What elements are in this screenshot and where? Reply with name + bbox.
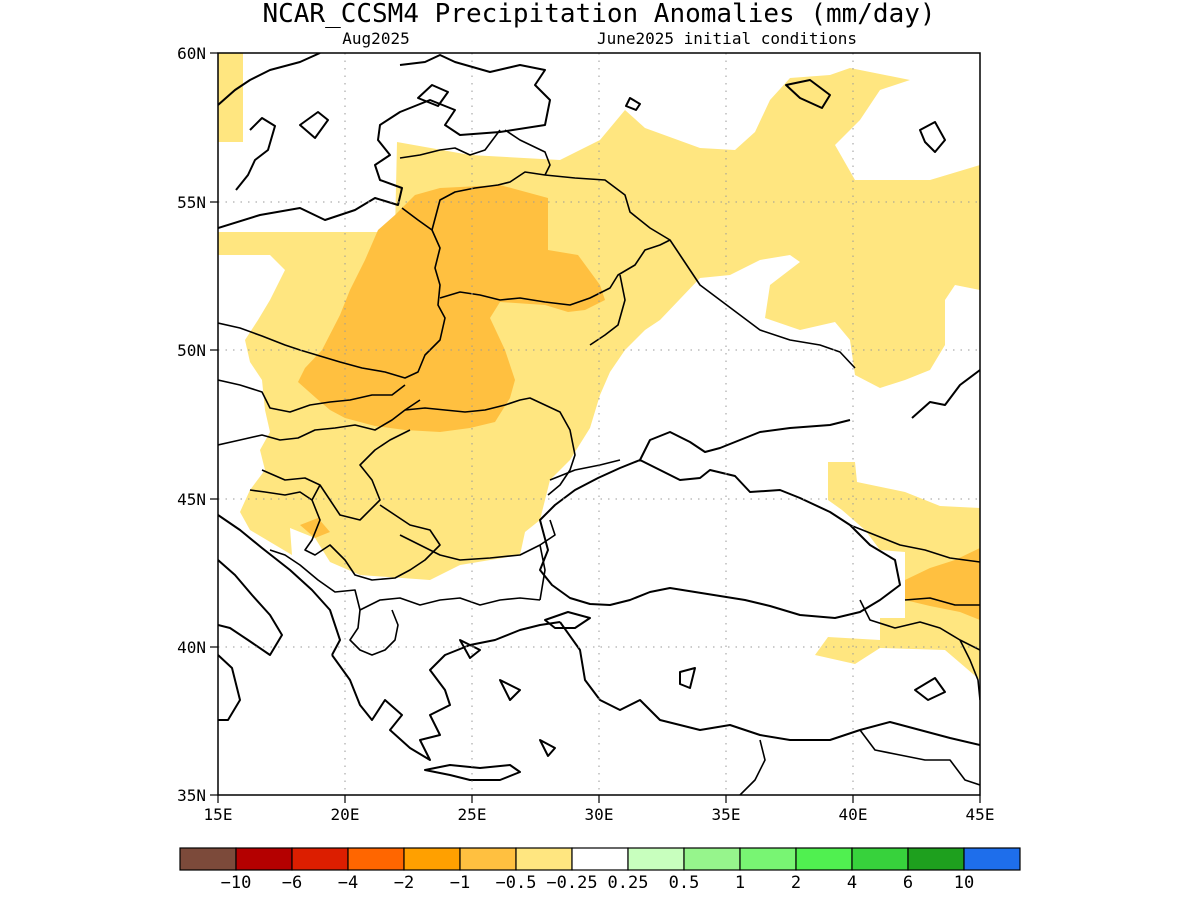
colorbar-swatch [683, 847, 741, 871]
colorbar: −10 −6 −4 −2 −1 −0.5 −0.25 0.25 0.5 1 2 4 6 10 [179, 847, 1021, 893]
colorbar-swatch [627, 847, 685, 871]
colorbar-swatch [459, 847, 517, 871]
x-tick-label: 35E [712, 805, 741, 824]
colorbar-label: −0.5 [496, 873, 537, 893]
x-tick-label: 20E [331, 805, 360, 824]
colorbar-label: 1 [735, 873, 745, 893]
map-plot-area [218, 53, 980, 795]
colorbar-swatch [739, 847, 797, 871]
colorbar-label: 2 [791, 873, 801, 893]
colorbar-swatch [403, 847, 461, 871]
colorbar-label: 0.25 [608, 873, 649, 893]
colorbar-label: −4 [338, 873, 358, 893]
country-borders [218, 129, 980, 795]
colorbar-label: 10 [954, 873, 974, 893]
colorbar-swatch [795, 847, 853, 871]
colorbar-label: −2 [394, 873, 414, 893]
anomaly-area-caucasus-black-sea-east [815, 462, 980, 680]
colorbar-swatch [347, 847, 405, 871]
colorbar-label: −1 [450, 873, 470, 893]
colorbar-swatch [571, 847, 629, 871]
target-month-label: Aug2025 [342, 29, 409, 48]
colorbar-swatch [515, 847, 573, 871]
colorbar-swatch [291, 847, 349, 871]
colorbar-label: 4 [847, 873, 857, 893]
y-tick-label: 35N [177, 786, 206, 805]
y-tick-label: 55N [177, 193, 206, 212]
x-tick-label: 45E [966, 805, 995, 824]
colorbar-swatch [963, 847, 1021, 871]
y-axis-labels: 35N 40N 45N 50N 55N 60N [177, 44, 206, 805]
x-tick-label: 40E [839, 805, 868, 824]
coastlines [218, 53, 980, 781]
map-title: NCAR_CCSM4 Precipitation Anomalies (mm/d… [262, 0, 935, 29]
y-tick-label: 45N [177, 490, 206, 509]
colorbar-swatch [851, 847, 909, 871]
x-tick-label: 25E [458, 805, 487, 824]
y-tick-label: 60N [177, 44, 206, 63]
anomaly-area-balkans-small [300, 518, 330, 538]
colorbar-label: 6 [903, 873, 913, 893]
colorbar-swatch [179, 847, 237, 871]
colorbar-label: −10 [221, 873, 252, 893]
x-tick-label: 30E [585, 805, 614, 824]
colorbar-swatch [235, 847, 293, 871]
colorbar-label: −6 [282, 873, 302, 893]
axis-ticks [210, 52, 981, 803]
y-tick-label: 40N [177, 638, 206, 657]
anomaly-area-georgia [905, 548, 980, 620]
colorbar-label: 0.5 [669, 873, 700, 893]
x-axis-labels: 15E 20E 25E 30E 35E 40E 45E [204, 805, 995, 824]
x-tick-label: 15E [204, 805, 233, 824]
anomaly-area-scandinavia [218, 53, 243, 142]
initial-conditions-label: June2025 initial conditions [597, 29, 857, 48]
y-tick-label: 50N [177, 341, 206, 360]
colorbar-swatch [907, 847, 965, 871]
colorbar-label: −0.25 [546, 873, 597, 893]
